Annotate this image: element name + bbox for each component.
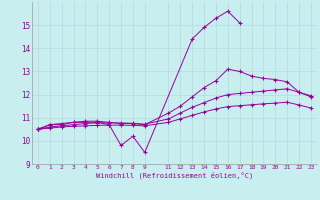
- X-axis label: Windchill (Refroidissement éolien,°C): Windchill (Refroidissement éolien,°C): [96, 172, 253, 179]
